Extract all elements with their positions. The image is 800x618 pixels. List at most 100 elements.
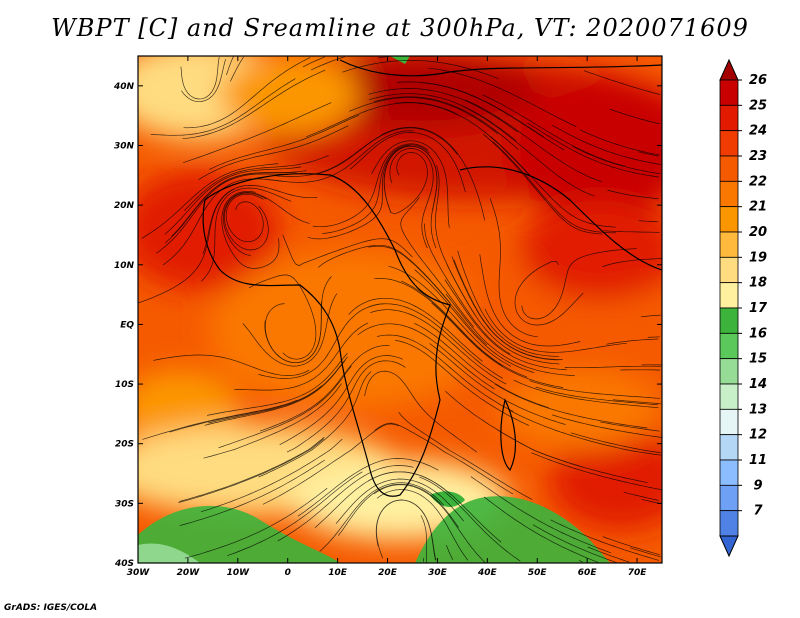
streamline bbox=[204, 360, 346, 426]
streamline bbox=[179, 436, 325, 502]
streamline bbox=[602, 536, 660, 556]
streamline bbox=[647, 336, 660, 338]
colorbar-bin-17 bbox=[719, 510, 739, 537]
streamline bbox=[178, 438, 325, 504]
colorbar-top-arrow bbox=[719, 58, 739, 81]
streamline bbox=[259, 344, 390, 432]
lat-label-6: 20S bbox=[115, 440, 134, 450]
map-field bbox=[138, 56, 662, 563]
streamline bbox=[169, 385, 322, 433]
streamline bbox=[482, 133, 603, 235]
colorbar-label-8: 18 bbox=[749, 276, 767, 291]
colorbar-label-13: 13 bbox=[749, 402, 767, 417]
lon-label-9: 60E bbox=[578, 568, 598, 578]
colorbar-bin-0 bbox=[719, 79, 739, 106]
streamline bbox=[202, 185, 318, 255]
lat-label-7: 30S bbox=[115, 499, 134, 509]
streamline bbox=[529, 380, 661, 399]
streamline bbox=[142, 399, 298, 440]
colorbar-label-11: 15 bbox=[749, 352, 767, 367]
lat-label-8: 40S bbox=[114, 559, 134, 569]
streamline bbox=[267, 130, 414, 183]
lat-label-2: 20N bbox=[114, 201, 135, 211]
streamline bbox=[623, 491, 659, 501]
colorbar-label-14: 12 bbox=[749, 428, 767, 443]
streamline bbox=[371, 140, 450, 228]
colorbar-bin-11 bbox=[719, 358, 739, 385]
streamline bbox=[218, 365, 352, 449]
streamline bbox=[470, 476, 611, 554]
colorbar-label-5: 21 bbox=[749, 200, 767, 215]
streamline bbox=[428, 67, 577, 128]
lat-label-0: 40N bbox=[113, 82, 135, 92]
streamline bbox=[179, 459, 325, 526]
streamline bbox=[572, 146, 661, 175]
colorbar-bin-12 bbox=[719, 383, 739, 410]
lon-label-10: 70E bbox=[628, 568, 648, 578]
streamline bbox=[200, 438, 343, 513]
streamline bbox=[600, 421, 660, 432]
streamline bbox=[376, 499, 436, 561]
streamline bbox=[227, 471, 363, 557]
streamline bbox=[302, 56, 325, 68]
streamline bbox=[603, 230, 660, 233]
latitude-labels: 40N 30N 20N 10N EQ 10S 20S 30S 40S bbox=[113, 82, 135, 569]
streamline bbox=[451, 256, 559, 361]
streamline bbox=[550, 519, 660, 561]
streamline bbox=[395, 102, 531, 177]
colorbar-label-4: 22 bbox=[749, 174, 767, 189]
streamline bbox=[484, 308, 627, 353]
colorbar-label-3: 23 bbox=[749, 149, 767, 164]
coastlines bbox=[202, 59, 662, 497]
streamline bbox=[394, 339, 529, 426]
streamline bbox=[370, 309, 507, 385]
streamline bbox=[184, 154, 329, 212]
streamline bbox=[421, 82, 565, 151]
streamline bbox=[322, 144, 430, 234]
streamline bbox=[201, 187, 292, 282]
colorbar-bin-4 bbox=[719, 180, 739, 208]
streamlines bbox=[138, 56, 662, 563]
streamline bbox=[609, 108, 660, 125]
lon-label-7: 40E bbox=[477, 568, 498, 578]
streamline bbox=[224, 192, 269, 251]
streamline bbox=[223, 192, 310, 256]
streamline bbox=[319, 482, 445, 552]
streamline bbox=[587, 546, 630, 563]
streamline bbox=[462, 106, 595, 197]
streamline bbox=[182, 69, 326, 140]
streamline bbox=[349, 97, 499, 135]
streamline bbox=[552, 124, 661, 165]
streamline bbox=[318, 244, 451, 304]
streamline bbox=[494, 383, 648, 429]
streamline bbox=[429, 343, 566, 425]
streamline bbox=[156, 173, 285, 254]
lat-label-3: 10N bbox=[114, 261, 135, 271]
streamline bbox=[489, 135, 616, 228]
streamline bbox=[578, 560, 583, 563]
chart-title: WBPT [C] and Sreamline at 300hPa, VT: 20… bbox=[51, 14, 749, 42]
lat-label-4: EQ bbox=[120, 320, 134, 330]
streamline bbox=[297, 458, 439, 517]
streamline bbox=[203, 383, 342, 459]
streamline bbox=[306, 102, 458, 138]
streamline bbox=[482, 94, 626, 167]
streamline bbox=[369, 93, 517, 142]
longitude-labels: 30W 20W 10W 0 10E 20E 30E 40E 50E 60E 70E bbox=[127, 568, 647, 578]
streamline bbox=[398, 412, 533, 500]
streamline bbox=[464, 99, 602, 183]
lon-label-1: 20W bbox=[177, 568, 201, 578]
colorbar-label-7: 19 bbox=[749, 250, 767, 265]
colorbar-bin-6 bbox=[719, 231, 739, 258]
streamline bbox=[312, 143, 429, 228]
colorbar-bin-16 bbox=[719, 484, 739, 512]
streamline bbox=[444, 279, 568, 371]
streamline bbox=[513, 379, 659, 409]
colorbar-bin-5 bbox=[719, 206, 739, 233]
streamline bbox=[435, 165, 476, 316]
streamline bbox=[629, 547, 661, 558]
streamline bbox=[445, 544, 454, 560]
streamline bbox=[527, 122, 660, 178]
streamline bbox=[606, 338, 659, 345]
streamline bbox=[183, 57, 311, 129]
